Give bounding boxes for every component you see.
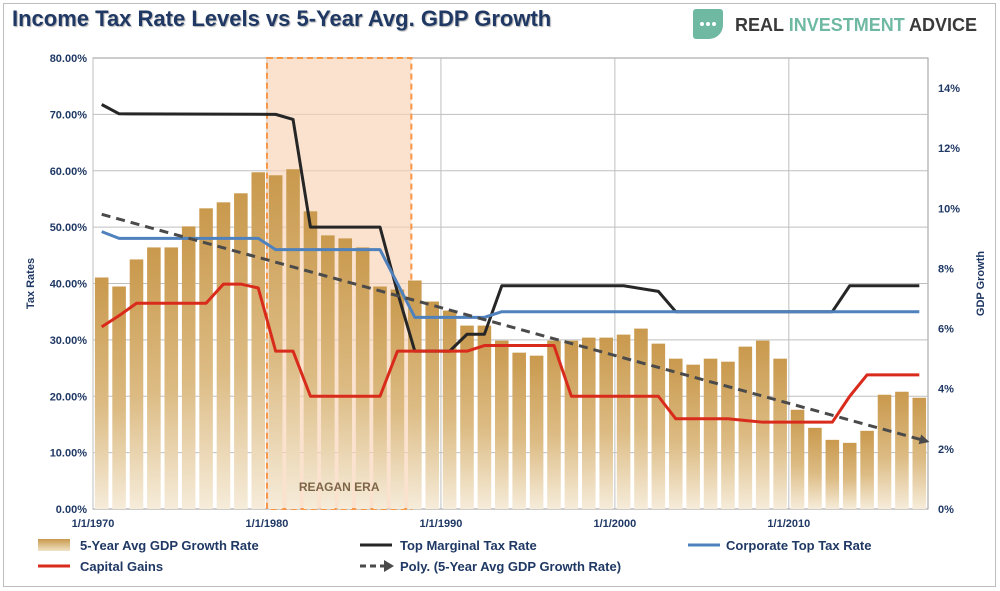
gdp-bar <box>877 394 892 509</box>
gdp-bar <box>529 355 544 509</box>
gdp-bar <box>738 346 753 509</box>
gdp-bar <box>547 340 561 509</box>
legend-swatch-gdp <box>38 539 70 551</box>
y-tick-label: 80.00% <box>50 53 88 65</box>
gdp-bar <box>199 208 213 510</box>
chart-title: Income Tax Rate Levels vs 5-Year Avg. GD… <box>12 6 552 31</box>
chat-bubble-icon <box>693 9 723 39</box>
gdp-bar <box>651 343 666 509</box>
gdp-bar <box>112 286 126 509</box>
y-tick-label: 50.00% <box>50 222 88 234</box>
gdp-bar <box>599 337 613 509</box>
gdp-bar <box>495 340 509 509</box>
legend-swatch-poly-arrow <box>384 560 394 572</box>
y-tick-label: 20.00% <box>50 391 88 403</box>
brand-name-end: ADVICE <box>904 15 978 35</box>
gdp-bar <box>825 439 840 509</box>
gdp-bar <box>268 175 283 509</box>
gdp-bar <box>581 337 596 509</box>
brand-logo: REAL INVESTMENT ADVICE <box>693 9 993 41</box>
gdp-bar <box>842 442 857 509</box>
gdp-bar <box>703 358 718 509</box>
gdp-bar <box>512 352 526 509</box>
gdp-bar <box>303 211 318 509</box>
gdp-bar <box>895 391 909 509</box>
gdp-bar <box>286 169 300 509</box>
y2-tick-label: 6% <box>938 324 954 336</box>
x-tick-label: 1/1/1990 <box>420 518 463 530</box>
gdp-bar <box>425 301 440 509</box>
x-tick-label: 1/1/2000 <box>593 518 636 530</box>
poly-trend-line <box>101 212 930 445</box>
y2-tick-label: 12% <box>938 143 960 155</box>
y2-tick-label: 4% <box>938 384 954 396</box>
brand-name-main: REAL <box>735 15 789 35</box>
legend-label-gdp: 5-Year Avg GDP Growth Rate <box>80 538 259 553</box>
gdp-bar <box>460 325 474 509</box>
x-tick-label: 1/1/1970 <box>72 518 115 530</box>
gdp-bar <box>634 328 648 509</box>
legend-label-poly: Poly. (5-Year Avg GDP Growth Rate) <box>400 559 621 574</box>
capital-gains-line <box>100 282 920 424</box>
brand-name-accent: INVESTMENT <box>788 15 905 35</box>
y-tick-label: 30.00% <box>50 335 88 347</box>
gdp-bar <box>912 397 927 509</box>
gdp-bar <box>686 364 700 509</box>
x-tick-label: 1/1/2010 <box>767 518 810 530</box>
y2-tick-label: 10% <box>938 203 960 215</box>
gdp-bar <box>477 325 492 509</box>
gdp-bar <box>373 286 387 509</box>
y2-tick-label: 8% <box>938 263 954 275</box>
gdp-bar <box>668 358 683 509</box>
gdp-bar <box>773 358 787 509</box>
gdp-bar <box>338 238 353 509</box>
gdp-bar <box>147 247 161 510</box>
gdp-bar <box>94 277 109 509</box>
y2-axis-title: GDP Growth <box>975 251 987 316</box>
gdp-bar <box>755 340 770 509</box>
gdp-bar <box>164 247 179 510</box>
gdp-bar <box>216 202 231 509</box>
x-tick-label: 1/1/1980 <box>246 518 289 530</box>
y2-tick-label: 14% <box>938 83 960 95</box>
legend-label-capital-gains: Capital Gains <box>80 559 163 574</box>
gdp-bar <box>860 430 874 509</box>
gdp-bar <box>321 235 335 510</box>
gdp-bar <box>355 247 370 510</box>
y-tick-label: 60.00% <box>50 166 88 178</box>
y2-tick-label: 2% <box>938 444 954 456</box>
gdp-bar <box>234 193 248 510</box>
y-tick-label: 40.00% <box>50 279 88 291</box>
reagan-era-label: REAGAN ERA <box>299 480 380 494</box>
legend-label-corporate: Corporate Top Tax Rate <box>726 538 871 553</box>
gdp-bar <box>616 334 631 509</box>
gdp-bar <box>721 361 735 509</box>
gdp-bar <box>129 259 144 509</box>
y-tick-label: 10.00% <box>50 448 88 460</box>
gdp-bar <box>790 409 805 509</box>
brand-name: REAL INVESTMENT ADVICE <box>735 15 977 36</box>
y2-tick-label: 0% <box>938 504 954 516</box>
gdp-bar <box>390 289 405 509</box>
gdp-bar <box>808 427 822 509</box>
gdp-bar <box>442 310 457 509</box>
legend-label-top-marginal: Top Marginal Tax Rate <box>400 538 537 553</box>
gdp-bar <box>181 226 196 509</box>
y-tick-label: 0.00% <box>56 504 87 516</box>
y-axis-title: Tax Rates <box>25 258 37 309</box>
y-tick-label: 70.00% <box>50 109 88 121</box>
